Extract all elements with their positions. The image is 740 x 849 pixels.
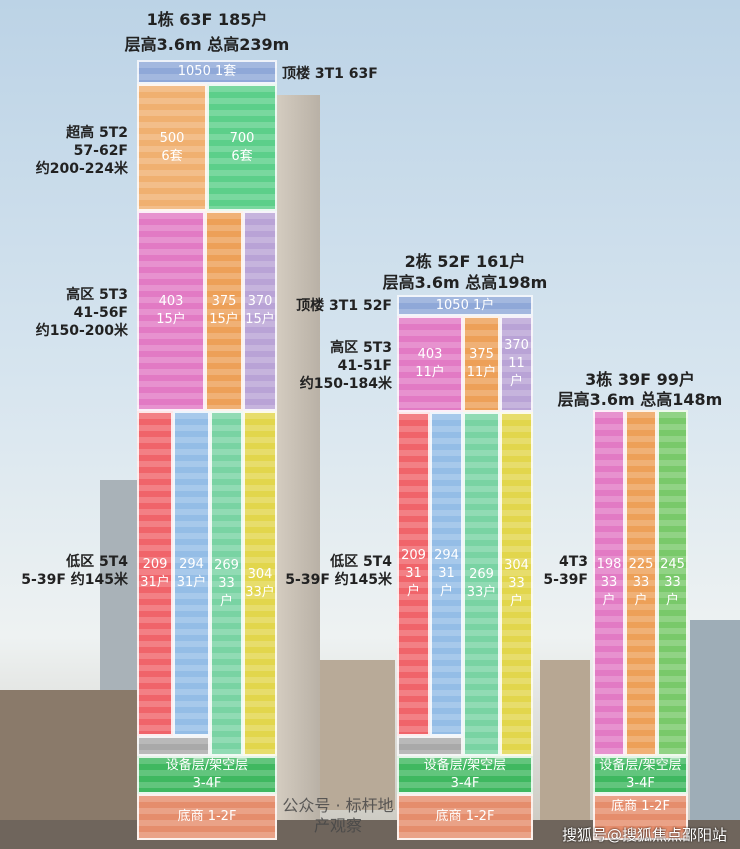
b1-high-unit: 403 15户 bbox=[137, 211, 205, 411]
b1-super-unit: 500 6套 bbox=[137, 84, 207, 211]
b1-low-unit: 269 33户 bbox=[210, 411, 243, 756]
b2-low-label: 低区 5T4 5-39F 约145米 bbox=[285, 554, 392, 588]
b3-subtitle: 层高3.6m 总高148m bbox=[557, 390, 723, 409]
background-tower bbox=[540, 660, 590, 820]
b2-top-block: 1050 1户 bbox=[397, 295, 533, 316]
b2-low-unit: 269 33户 bbox=[463, 412, 500, 756]
b1-low-unit: 209 31户 bbox=[137, 411, 173, 736]
b1-shop-block: 底商 1-2F bbox=[137, 794, 277, 840]
b1-super-label: 超高 5T2 57-62F 约200-224米 bbox=[35, 125, 128, 177]
unit-label: 1050 1套 bbox=[177, 64, 237, 79]
b1-top-block: 1050 1套 bbox=[137, 60, 277, 84]
b2-low-unit: 304 33户 bbox=[500, 412, 533, 756]
b1-high-unit: 370 15户 bbox=[243, 211, 277, 411]
b3-low-unit: 198 33户 bbox=[593, 410, 625, 756]
b2-title: 2栋 52F 161户 bbox=[404, 252, 526, 271]
b3-low-label: 4T3 5-39F bbox=[543, 554, 588, 588]
sohu-watermark: 搜狐号@搜狐焦点邵阳站 bbox=[562, 826, 728, 844]
b2-high-unit: 375 11户 bbox=[463, 316, 500, 412]
b2-shop-block: 底商 1-2F bbox=[397, 794, 533, 840]
b2-gray-strip bbox=[397, 736, 463, 756]
b2-low-unit: 294 31户 bbox=[430, 412, 463, 736]
wechat-watermark: 公众号 · 标杆地产观察 bbox=[282, 796, 394, 835]
b1-super-unit: 700 6套 bbox=[207, 84, 277, 211]
b3-title: 3栋 39F 99户 bbox=[585, 370, 695, 389]
background-tower bbox=[690, 620, 740, 820]
b2-high-unit: 370 11户 bbox=[500, 316, 533, 412]
background-tower bbox=[270, 95, 320, 825]
b2-equip-block: 设备层/架空层 3-4F bbox=[397, 756, 533, 794]
b3-low-unit: 225 33户 bbox=[625, 410, 657, 756]
b2-top-label: 顶楼 3T1 52F bbox=[296, 298, 392, 314]
b3-low-unit: 245 33户 bbox=[657, 410, 688, 756]
b1-low-label: 低区 5T4 5-39F 约145米 bbox=[21, 554, 128, 588]
background-tower bbox=[320, 660, 395, 810]
b2-subtitle: 层高3.6m 总高198m bbox=[382, 273, 548, 292]
b1-high-label: 高区 5T3 41-56F 约150-200米 bbox=[35, 287, 128, 339]
b1-low-unit: 304 33户 bbox=[243, 411, 277, 756]
b3-shop-block: 底商 1-2F bbox=[593, 794, 688, 840]
b1-title: 1栋 63F 185户 bbox=[146, 10, 268, 29]
b2-high-unit: 403 11户 bbox=[397, 316, 463, 412]
b1-equip-block: 设备层/架空层 3-4F bbox=[137, 756, 277, 794]
b1-top-label: 顶楼 3T1 63F bbox=[282, 66, 378, 82]
b3-equip-block: 设备层/架空层 3-4F bbox=[593, 756, 688, 794]
b1-gray-strip bbox=[137, 736, 210, 756]
b1-subtitle: 层高3.6m 总高239m bbox=[124, 35, 290, 54]
b1-low-unit: 294 31户 bbox=[173, 411, 210, 736]
b2-high-label: 高区 5T3 41-51F 约150-184米 bbox=[299, 340, 392, 392]
b2-low-unit: 209 31户 bbox=[397, 412, 430, 736]
b1-high-unit: 375 15户 bbox=[205, 211, 243, 411]
